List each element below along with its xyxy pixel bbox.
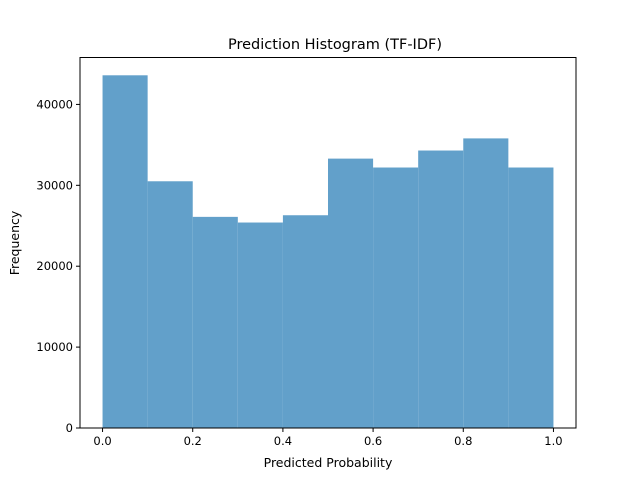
x-tick-label: 0.0: [93, 434, 111, 448]
histogram-bar-5: [328, 158, 374, 428]
y-tick-label: 20000: [36, 259, 73, 273]
x-tick-label: 0.6: [364, 434, 382, 448]
x-tick-label: 0.4: [274, 434, 292, 448]
x-axis-ticks: 0.0 0.2 0.4 0.6 0.8 1.0: [93, 428, 563, 448]
x-tick-label: 0.2: [184, 434, 202, 448]
x-tick-label: 1.0: [544, 434, 562, 448]
histogram-bar-9: [508, 167, 554, 429]
x-tick-label: 0.8: [454, 434, 472, 448]
histogram-bar-6: [373, 167, 419, 429]
y-axis-ticks: 0 10000 20000 30000 40000: [36, 97, 80, 435]
histogram-bar-2: [192, 216, 238, 428]
histogram-bar-7: [418, 150, 464, 428]
chart-title: Prediction Histogram (TF-IDF): [228, 37, 442, 53]
y-tick-label: 40000: [36, 97, 73, 111]
bars: [102, 75, 554, 429]
histogram-bar-4: [282, 215, 328, 428]
y-tick-label: 0: [66, 421, 73, 435]
histogram-bar-0: [102, 75, 148, 429]
histogram-bar-1: [147, 181, 193, 428]
x-axis-label: Predicted Probability: [264, 455, 393, 470]
y-axis-label: Frequency: [7, 210, 22, 275]
y-tick-label: 30000: [36, 178, 73, 192]
plot-frame: [79, 57, 577, 429]
histogram-bar-3: [237, 222, 283, 428]
y-tick-label: 10000: [36, 340, 73, 354]
histogram-bar-8: [463, 138, 509, 428]
